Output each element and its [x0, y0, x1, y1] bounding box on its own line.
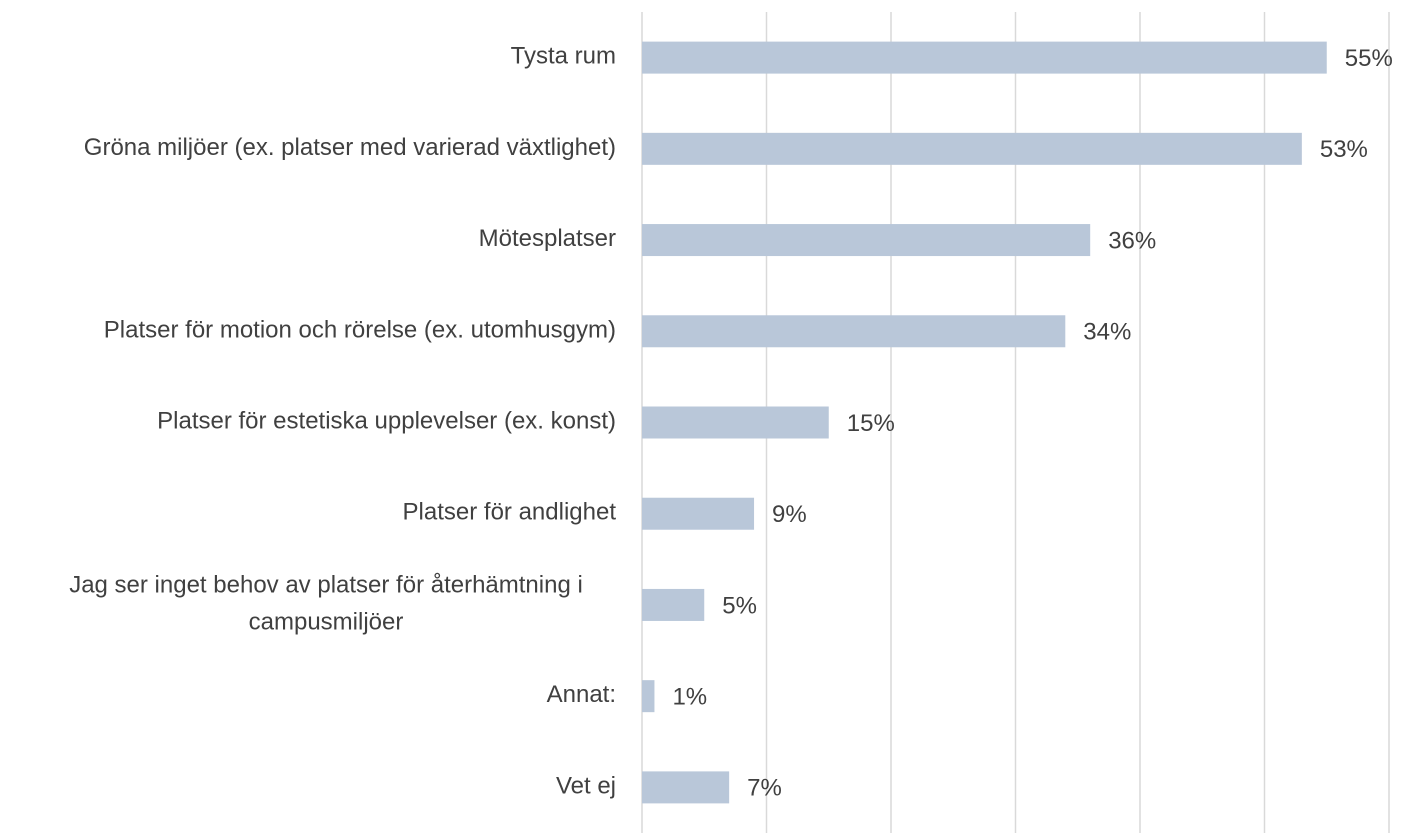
bar	[642, 406, 829, 439]
data-label: 34%	[1083, 319, 1131, 346]
y-tick-label: Tysta rum	[511, 43, 616, 70]
data-label: 1%	[672, 684, 707, 711]
data-label: 53%	[1320, 136, 1368, 163]
bar	[642, 588, 705, 621]
data-label: 55%	[1345, 45, 1393, 72]
data-label: 5%	[722, 592, 757, 619]
y-tick-label: Platser för andlighet	[403, 499, 617, 526]
bar	[642, 41, 1327, 74]
bar	[642, 497, 755, 530]
data-label: 36%	[1108, 227, 1156, 254]
y-tick-label: Platser för motion och rörelse (ex. utom…	[104, 317, 616, 344]
bar	[642, 315, 1066, 348]
bar	[642, 132, 1302, 165]
y-tick-label: Gröna miljöer (ex. platser med varierad …	[84, 134, 616, 161]
bar	[642, 771, 730, 804]
y-tick-label: Platser för estetiska upplevelser (ex. k…	[157, 408, 616, 435]
data-label: 15%	[847, 410, 895, 437]
y-tick-label: Jag ser inget behov av platser för återh…	[69, 572, 583, 636]
bar	[642, 224, 1091, 257]
y-tick-label: Vet ej	[556, 773, 616, 800]
data-label: 7%	[747, 775, 782, 802]
y-tick-label: Annat:	[547, 682, 616, 709]
bar	[642, 680, 655, 713]
data-label: 9%	[772, 501, 807, 528]
y-tick-label: Mötesplatser	[479, 225, 616, 252]
